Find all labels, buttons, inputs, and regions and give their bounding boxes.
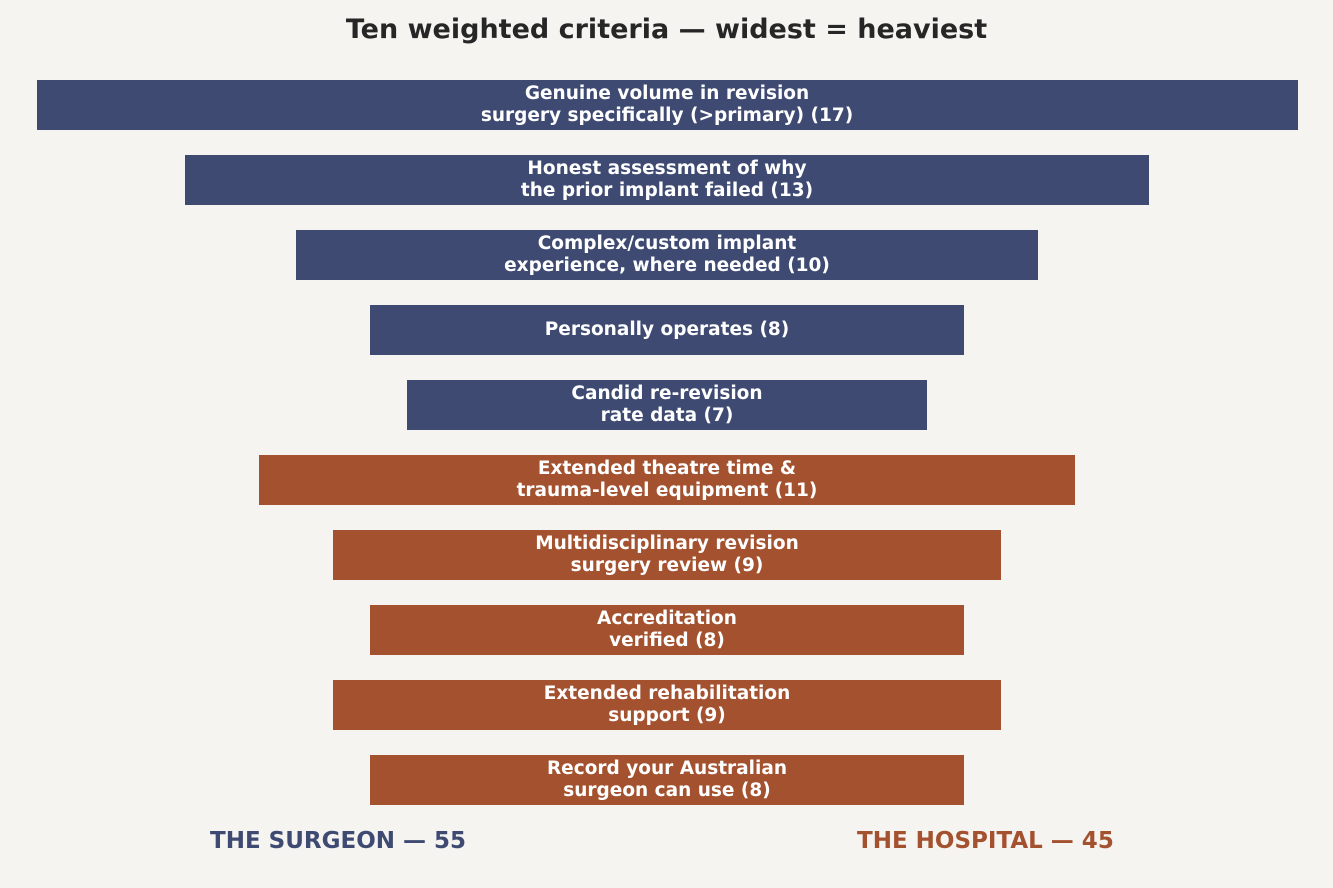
surgeon-total-label: THE SURGEON — 55: [210, 828, 467, 854]
bar-surgeon-2: Honest assessment of why the prior impla…: [184, 155, 1150, 205]
bar-label: Record your Australian surgeon can use (…: [546, 758, 788, 801]
bar-hospital-10: Record your Australian surgeon can use (…: [370, 755, 964, 805]
bar-label: Honest assessment of why the prior impla…: [520, 158, 814, 201]
bar-label: Multidisciplinary revision surgery revie…: [535, 533, 799, 576]
bar-label: Genuine volume in revision surgery speci…: [480, 83, 854, 126]
bar-surgeon-1: Genuine volume in revision surgery speci…: [36, 80, 1298, 130]
bar-label: Extended rehabilitation support (9): [543, 683, 791, 726]
bar-label: Extended theatre time & trauma-level equ…: [516, 458, 818, 501]
bar-label: Candid re-revision rate data (7): [571, 383, 763, 426]
bar-surgeon-3: Complex/custom implant experience, where…: [296, 230, 1038, 280]
bar-surgeon-4: Personally operates (8): [370, 305, 964, 355]
bar-label: Personally operates (8): [544, 319, 790, 340]
bar-label: Accreditation verified (8): [597, 608, 737, 651]
hospital-total-label: THE HOSPITAL — 45: [857, 828, 1114, 854]
bar-hospital-6: Extended theatre time & trauma-level equ…: [259, 455, 1075, 505]
chart-title: Ten weighted criteria — widest = heavies…: [345, 14, 988, 45]
bar-label: Complex/custom implant experience, where…: [504, 233, 830, 276]
bar-hospital-7: Multidisciplinary revision surgery revie…: [333, 530, 1001, 580]
bar-surgeon-5: Candid re-revision rate data (7): [407, 380, 927, 430]
bar-hospital-8: Accreditation verified (8): [370, 605, 964, 655]
bar-hospital-9: Extended rehabilitation support (9): [333, 680, 1001, 730]
